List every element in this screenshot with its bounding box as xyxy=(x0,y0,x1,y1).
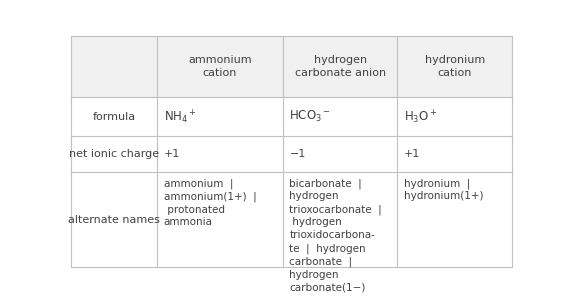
Text: formula: formula xyxy=(93,112,135,122)
Text: ammonium
cation: ammonium cation xyxy=(188,56,251,78)
Text: net ionic charge: net ionic charge xyxy=(69,149,159,159)
Text: bicarbonate  |
hydrogen
trioxocarbonate  |
 hydrogen
trioxidocarbona-
te  |  hyd: bicarbonate | hydrogen trioxocarbonate |… xyxy=(290,178,382,292)
Text: hydronium  |
hydronium(1+): hydronium | hydronium(1+) xyxy=(404,178,484,201)
Text: HCO$_3$$^-$: HCO$_3$$^-$ xyxy=(290,109,331,124)
Text: +1: +1 xyxy=(164,149,180,159)
Bar xyxy=(71,36,512,97)
Text: hydronium
cation: hydronium cation xyxy=(424,56,485,78)
Text: −1: −1 xyxy=(290,149,306,159)
Text: NH$_4$$^+$: NH$_4$$^+$ xyxy=(164,108,196,125)
Text: ammonium  |
ammonium(1+)  |
 protonated
ammonia: ammonium | ammonium(1+) | protonated amm… xyxy=(164,178,257,227)
Text: +1: +1 xyxy=(404,149,420,159)
Text: alternate names: alternate names xyxy=(68,214,160,225)
Text: hydrogen
carbonate anion: hydrogen carbonate anion xyxy=(295,56,386,78)
Text: H$_3$O$^+$: H$_3$O$^+$ xyxy=(404,108,438,125)
